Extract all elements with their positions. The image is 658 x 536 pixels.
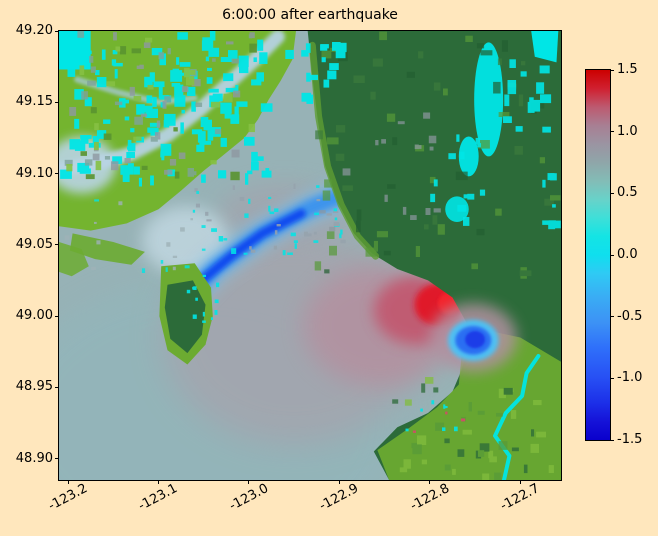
east-lakes-cyan xyxy=(430,134,486,226)
y-tick-label: 49.05 xyxy=(15,236,53,252)
y-tick-label: 49.10 xyxy=(15,165,53,181)
x-tick xyxy=(519,480,521,484)
map-axes xyxy=(58,30,562,481)
y-tick-label: 49.20 xyxy=(15,23,53,38)
x-tick-label: -122.9 xyxy=(317,481,362,514)
land-westham-island xyxy=(69,233,145,265)
x-tick-label: -123.1 xyxy=(136,481,181,514)
urban-green-blocks xyxy=(66,37,257,181)
colorbar-tick xyxy=(610,316,614,318)
top-center-cyan xyxy=(285,42,347,104)
colorbar-gradient xyxy=(586,70,610,440)
colorbar-tick-label: -1.0 xyxy=(617,370,643,386)
inlet-east xyxy=(445,196,469,223)
right-edge-cyan xyxy=(542,173,561,230)
land-canoe-pass xyxy=(59,242,89,277)
x-tick-label: -122.8 xyxy=(407,481,452,514)
wave-trough-core xyxy=(197,209,306,285)
x-tick xyxy=(67,480,69,484)
colorbar-tick-label: 1.0 xyxy=(617,123,638,139)
colorbar-tick xyxy=(610,254,614,256)
forest-clearing-gray xyxy=(319,112,441,232)
colorbar-tick-label: -0.5 xyxy=(617,308,643,324)
colorbar-tick xyxy=(610,439,614,441)
x-tick-label: -122.7 xyxy=(498,481,543,514)
colorbar-tick-label: -1.5 xyxy=(617,432,643,447)
colorbar-tick xyxy=(610,69,614,71)
y-tick-label: 48.95 xyxy=(15,379,53,395)
colorbar-tick xyxy=(610,192,614,194)
lake-upper-small xyxy=(458,136,479,177)
y-tick-label: 49.15 xyxy=(15,94,53,110)
pitt-lake xyxy=(474,42,504,157)
urban-cyan-blocks xyxy=(60,31,273,187)
urban-cyan-corner xyxy=(59,31,91,70)
x-tick xyxy=(157,480,159,484)
x-tick xyxy=(248,480,250,484)
x-tick-label: -123.0 xyxy=(226,481,271,514)
colorbar-tick xyxy=(610,131,614,133)
forest-texture xyxy=(314,31,561,279)
coast-cyan-specks xyxy=(186,274,220,323)
y-tick-label: 49.00 xyxy=(15,308,53,324)
x-tick-label: -123.2 xyxy=(45,481,91,514)
sumas-lake-core xyxy=(465,331,486,349)
heatmap-svg xyxy=(59,31,561,480)
land-mountain-fringe xyxy=(308,41,380,260)
plot-title: 6:00:00 after earthquake xyxy=(222,7,398,23)
river-serpentine xyxy=(493,354,541,480)
colorbar-tick-label: 0.0 xyxy=(617,247,638,262)
valley-texture xyxy=(392,377,554,480)
ne-lakes-cyan xyxy=(503,59,552,133)
colorbar xyxy=(585,69,611,441)
x-tick xyxy=(429,480,431,484)
colorbar-tick-label: 1.5 xyxy=(617,62,638,77)
y-tick-label: 48.90 xyxy=(15,450,53,466)
south-shore-specks xyxy=(405,400,466,433)
bay-cyan-specks xyxy=(64,190,206,273)
lake-top-right xyxy=(531,31,559,63)
colorbar-tick xyxy=(610,377,614,379)
x-tick xyxy=(338,480,340,484)
shore-speckle-band xyxy=(192,183,346,256)
colorbar-tick-label: 0.5 xyxy=(617,185,638,201)
